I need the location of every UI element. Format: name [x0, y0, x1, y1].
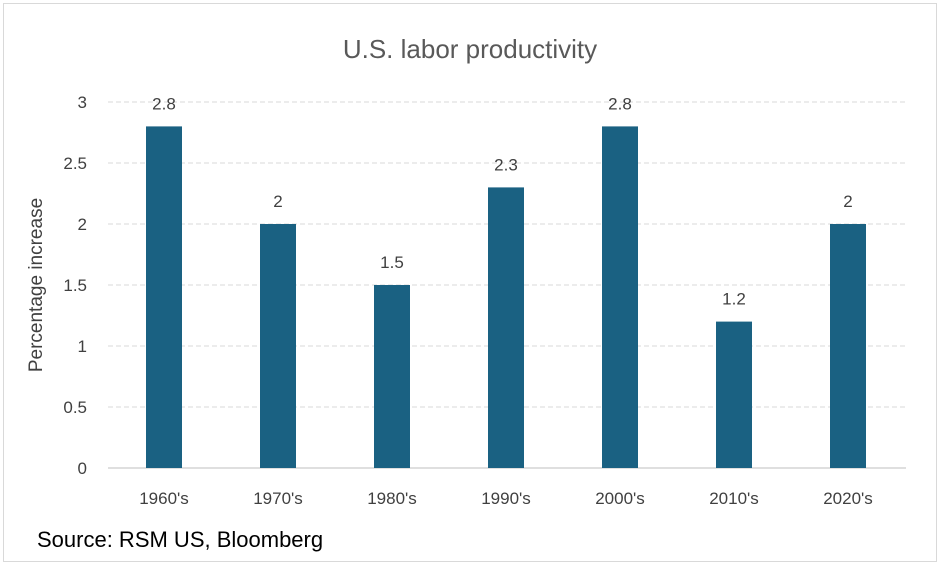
bar	[146, 126, 182, 469]
data-label: 2.8	[608, 94, 632, 113]
x-tick-label: 1990's	[481, 489, 531, 508]
bar	[260, 224, 296, 468]
x-tick-label: 2010's	[709, 489, 759, 508]
bar	[602, 126, 638, 469]
data-label: 2.3	[494, 155, 518, 174]
y-tick-label: 0	[78, 459, 87, 478]
chart-title: U.S. labor productivity	[343, 34, 597, 64]
y-tick-label: 0.5	[63, 398, 87, 417]
y-axis-label: Percentage increase	[26, 198, 47, 372]
bar	[716, 321, 752, 468]
bar	[374, 285, 410, 468]
data-label: 2.8	[152, 94, 176, 113]
x-tick-label: 2000's	[595, 489, 645, 508]
data-label: 2	[273, 192, 282, 211]
y-tick-label: 2	[78, 215, 87, 234]
source-note: Source: RSM US, Bloomberg	[37, 527, 324, 552]
x-tick-label: 2020's	[823, 489, 873, 508]
y-tick-label: 1.5	[63, 276, 87, 295]
y-tick-label: 2.5	[63, 154, 87, 173]
bar	[830, 224, 866, 468]
data-label: 1.2	[722, 290, 746, 309]
x-tick-label: 1970's	[253, 489, 303, 508]
data-label: 2	[843, 192, 852, 211]
data-label: 1.5	[380, 253, 404, 272]
x-tick-label: 1980's	[367, 489, 417, 508]
y-tick-label: 3	[78, 93, 87, 112]
y-tick-label: 1	[78, 337, 87, 356]
bar	[488, 187, 524, 468]
x-tick-label: 1960's	[139, 489, 189, 508]
